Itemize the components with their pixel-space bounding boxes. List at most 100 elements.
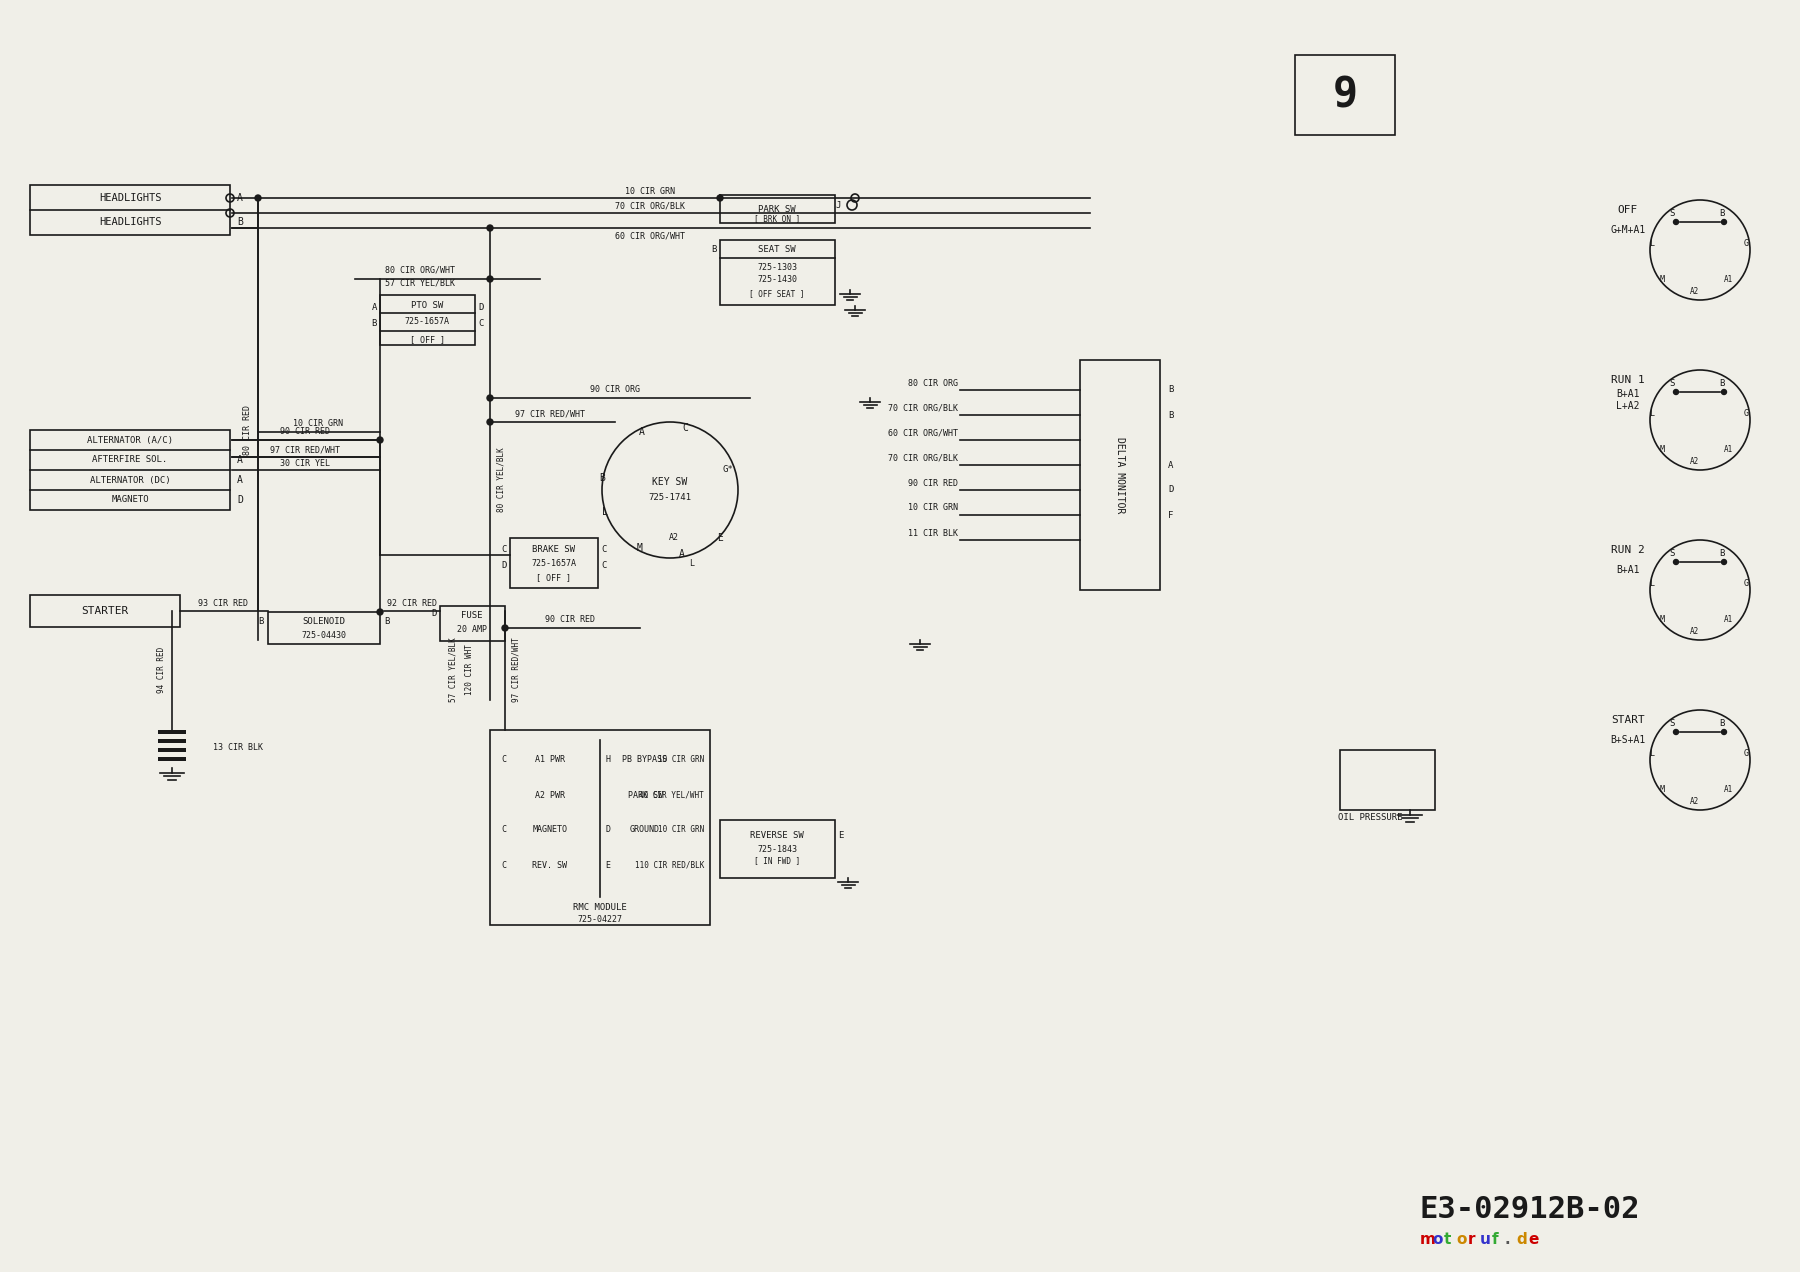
Text: RUN 1: RUN 1 <box>1611 375 1645 385</box>
Text: E3-02912B-02: E3-02912B-02 <box>1420 1196 1640 1225</box>
Text: ALTERNATOR (DC): ALTERNATOR (DC) <box>90 476 171 485</box>
Text: 97 CIR RED/WHT: 97 CIR RED/WHT <box>511 637 520 702</box>
Text: HEADLIGHTS: HEADLIGHTS <box>99 218 162 226</box>
Text: L: L <box>1649 239 1654 248</box>
Text: A: A <box>679 550 686 558</box>
Text: 80 CIR YEL/BLK: 80 CIR YEL/BLK <box>497 448 506 513</box>
Text: C: C <box>502 756 506 764</box>
Text: REVERSE SW: REVERSE SW <box>751 831 805 840</box>
Text: 10 CIR GRN: 10 CIR GRN <box>625 187 675 196</box>
Circle shape <box>1721 560 1726 565</box>
Text: A1: A1 <box>1723 616 1733 625</box>
Text: [ OFF ]: [ OFF ] <box>536 574 572 583</box>
Text: C: C <box>682 424 688 432</box>
Text: REV. SW: REV. SW <box>533 860 567 870</box>
Text: A: A <box>238 455 243 466</box>
Text: J: J <box>835 201 841 210</box>
Text: L: L <box>1649 749 1654 758</box>
Text: A: A <box>1168 460 1174 469</box>
Bar <box>720 195 835 223</box>
Circle shape <box>1721 730 1726 734</box>
Text: BRAKE SW: BRAKE SW <box>533 546 576 555</box>
Text: 90 CIR ORG: 90 CIR ORG <box>590 385 641 394</box>
Text: 725-04430: 725-04430 <box>302 631 346 640</box>
Text: 80 CIR ORG: 80 CIR ORG <box>907 379 958 388</box>
Text: A: A <box>639 427 644 438</box>
Text: C: C <box>601 561 607 570</box>
Bar <box>158 739 185 743</box>
Bar <box>31 184 230 235</box>
Text: A1 PWR: A1 PWR <box>535 756 565 764</box>
Text: DELTA MONITOR: DELTA MONITOR <box>1114 436 1125 513</box>
Text: G*: G* <box>722 466 733 474</box>
Bar <box>380 295 475 345</box>
Text: B: B <box>383 617 389 627</box>
Text: D: D <box>1168 486 1174 495</box>
Circle shape <box>1674 730 1678 734</box>
Bar <box>720 240 835 305</box>
Text: 725-1303: 725-1303 <box>758 262 797 271</box>
Text: A1: A1 <box>1723 786 1733 795</box>
Text: M: M <box>1660 786 1665 795</box>
Text: G: G <box>1744 239 1748 248</box>
Text: M: M <box>637 543 643 553</box>
Text: A2: A2 <box>1690 798 1699 806</box>
Text: 725-1657A: 725-1657A <box>531 558 576 567</box>
Text: A: A <box>238 193 243 204</box>
Text: RMC MODULE: RMC MODULE <box>572 903 626 912</box>
Text: 11 CIR BLK: 11 CIR BLK <box>907 528 958 538</box>
Text: D: D <box>238 495 243 505</box>
Bar <box>720 820 835 878</box>
Text: HEADLIGHTS: HEADLIGHTS <box>99 193 162 204</box>
Text: FUSE: FUSE <box>461 612 482 621</box>
Text: B: B <box>1719 210 1724 219</box>
Text: L: L <box>1649 410 1654 418</box>
Text: A: A <box>371 303 376 312</box>
Text: M: M <box>1660 445 1665 454</box>
Text: B+A1
L+A2: B+A1 L+A2 <box>1616 389 1640 411</box>
Text: G: G <box>1744 580 1748 589</box>
Text: A2: A2 <box>670 533 679 542</box>
Text: G: G <box>1744 410 1748 418</box>
Text: 725-1657A: 725-1657A <box>405 318 450 327</box>
Text: 110 CIR RED/BLK: 110 CIR RED/BLK <box>635 860 704 870</box>
Bar <box>31 430 230 510</box>
Text: F: F <box>1168 510 1174 519</box>
Circle shape <box>488 418 493 425</box>
Text: 725-1843: 725-1843 <box>758 845 797 854</box>
Text: 57 CIR YEL/BLK: 57 CIR YEL/BLK <box>448 637 457 702</box>
Text: 80 CIR RED: 80 CIR RED <box>243 404 252 455</box>
Text: B: B <box>1168 411 1174 420</box>
Text: t: t <box>1444 1233 1451 1248</box>
Text: o: o <box>1456 1233 1467 1248</box>
Bar <box>158 757 185 761</box>
Text: PARK SW: PARK SW <box>628 790 662 800</box>
Circle shape <box>1721 220 1726 224</box>
Bar <box>509 538 598 588</box>
Text: B: B <box>259 617 265 627</box>
Text: C: C <box>479 318 484 327</box>
Text: 10 CIR GRN: 10 CIR GRN <box>657 826 704 834</box>
Circle shape <box>488 396 493 401</box>
Text: L: L <box>689 560 695 569</box>
Text: 10 CIR GRN: 10 CIR GRN <box>907 504 958 513</box>
Text: L: L <box>1649 580 1654 589</box>
Text: MAGNETO: MAGNETO <box>112 496 149 505</box>
Circle shape <box>1721 389 1726 394</box>
Text: 93 CIR RED: 93 CIR RED <box>198 599 248 608</box>
Text: M: M <box>1660 276 1665 285</box>
Text: 80 CIR ORG/WHT: 80 CIR ORG/WHT <box>385 266 455 275</box>
Text: S: S <box>1669 210 1674 219</box>
Circle shape <box>1674 220 1678 224</box>
Text: 60 CIR ORG/WHT: 60 CIR ORG/WHT <box>887 429 958 438</box>
Bar <box>158 730 185 734</box>
Text: B: B <box>1719 550 1724 558</box>
Text: D: D <box>605 826 610 834</box>
Text: D: D <box>479 303 484 312</box>
Text: M: M <box>1660 616 1665 625</box>
Text: 90 CIR RED: 90 CIR RED <box>281 427 329 436</box>
Text: d: d <box>1516 1233 1526 1248</box>
Text: PTO SW: PTO SW <box>410 300 443 309</box>
Text: 10 CIR GRN: 10 CIR GRN <box>657 756 704 764</box>
Circle shape <box>1674 389 1678 394</box>
